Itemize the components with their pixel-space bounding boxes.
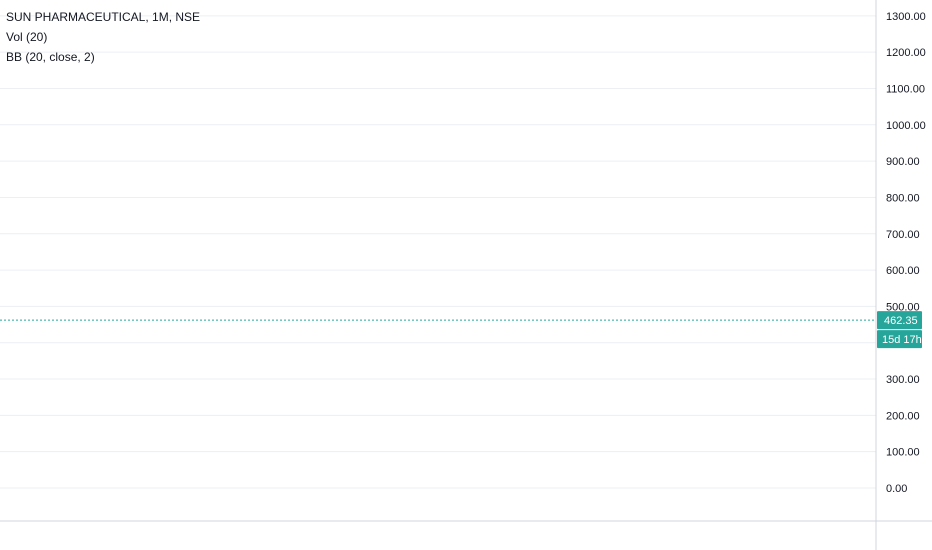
last-price-label: 462.35 — [884, 315, 918, 327]
bollinger-legend[interactable]: BB (20, close, 2) — [6, 50, 95, 64]
chart-title[interactable]: SUN PHARMACEUTICAL, 1M, NSE — [6, 10, 201, 24]
price-tick-label: 1000.00 — [886, 120, 926, 132]
time-axis[interactable]: 20082010201220142016201820202022 — [0, 520, 932, 542]
price-tick-label: 0.00 — [886, 483, 907, 495]
countdown-label: 15d 17h — [882, 334, 922, 346]
price-tick-label: 800.00 — [886, 192, 920, 204]
price-tick-label: 300.00 — [886, 374, 920, 386]
price-tick-label: 100.00 — [886, 447, 920, 459]
price-tick-label: 600.00 — [886, 265, 920, 277]
last-price-badge — [877, 311, 922, 330]
price-tick-label: 1200.00 — [886, 47, 926, 59]
price-tick-label: 200.00 — [886, 410, 920, 422]
price-tick-label: 700.00 — [886, 229, 920, 241]
price-tick-label: 900.00 — [886, 156, 920, 168]
price-axis[interactable]: 0.00100.00200.00300.00400.00500.00600.00… — [875, 0, 926, 550]
price-tick-label: 1300.00 — [886, 11, 926, 23]
price-tick-label: 1100.00 — [886, 83, 925, 95]
price-tick-label: 500.00 — [886, 301, 920, 313]
volume-legend[interactable]: Vol (20) — [6, 30, 48, 44]
countdown-badge — [877, 330, 922, 349]
grid-lines — [0, 15, 876, 489]
